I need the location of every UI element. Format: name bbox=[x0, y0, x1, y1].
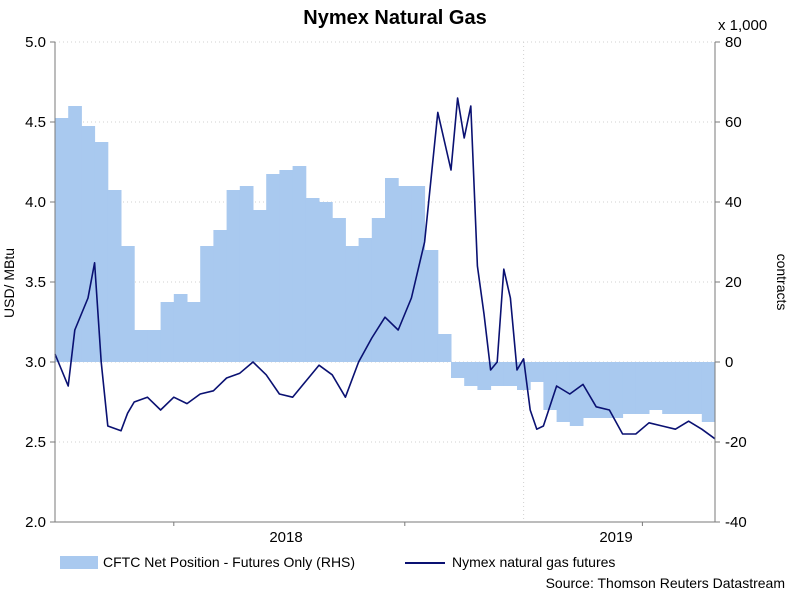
area-bar bbox=[371, 218, 386, 362]
area-bar bbox=[147, 330, 162, 362]
left-tick-label: 5.0 bbox=[25, 34, 46, 51]
grid-lines bbox=[55, 41, 715, 523]
area-bar bbox=[556, 362, 571, 422]
legend-line-label: Nymex natural gas futures bbox=[452, 554, 615, 570]
left-tick-label: 3.5 bbox=[25, 274, 46, 291]
area-bar bbox=[688, 362, 703, 414]
x-tick-label: 2018 bbox=[269, 529, 302, 546]
area-bar bbox=[266, 174, 280, 362]
area-bar bbox=[345, 246, 360, 362]
area-bar bbox=[81, 126, 96, 362]
left-tick-label: 3.0 bbox=[25, 354, 46, 371]
area-bar bbox=[609, 362, 624, 418]
area-bar bbox=[187, 302, 201, 362]
area-bar bbox=[424, 250, 439, 362]
area-bar bbox=[134, 330, 148, 362]
area-bar bbox=[411, 186, 426, 362]
area-bar bbox=[213, 230, 228, 362]
axes bbox=[50, 41, 720, 526]
area-bar bbox=[107, 190, 122, 362]
plot-area bbox=[50, 41, 720, 526]
area-bar bbox=[160, 302, 175, 362]
legend: CFTC Net Position - Futures Only (RHS) N… bbox=[60, 554, 615, 570]
x-axis-ticks: 2018 2019 bbox=[269, 529, 632, 546]
area-bar bbox=[358, 238, 373, 362]
x-tick-label: 2019 bbox=[599, 529, 632, 546]
area-bar bbox=[675, 362, 690, 414]
right-tick-label: 0 bbox=[725, 354, 733, 371]
legend-area-swatch bbox=[60, 556, 98, 569]
area-bar bbox=[292, 166, 307, 362]
area-bar bbox=[569, 362, 584, 426]
right-tick-label: 40 bbox=[725, 194, 742, 211]
legend-area-label: CFTC Net Position - Futures Only (RHS) bbox=[103, 554, 355, 570]
area-bar bbox=[530, 362, 544, 382]
y-axis-right-label: contracts bbox=[774, 254, 790, 311]
area-bar bbox=[279, 170, 294, 362]
area-bar bbox=[622, 362, 637, 414]
area-bar bbox=[596, 362, 610, 418]
area-bar bbox=[94, 142, 109, 362]
area-bar bbox=[583, 362, 597, 418]
area-bar bbox=[121, 246, 135, 362]
area-bar bbox=[451, 362, 465, 378]
right-tick-label: -20 bbox=[725, 434, 747, 451]
area-bar bbox=[543, 362, 558, 410]
left-axis-ticks: 5.0 4.5 4.0 3.5 3.0 2.5 2.0 bbox=[25, 34, 46, 531]
right-tick-label: 20 bbox=[725, 274, 742, 291]
area-bar bbox=[662, 362, 676, 414]
area-bar bbox=[319, 202, 333, 362]
left-tick-label: 2.5 bbox=[25, 434, 46, 451]
line-series-layer bbox=[54, 97, 716, 440]
right-tick-label: 60 bbox=[725, 114, 742, 131]
area-bar bbox=[649, 362, 663, 410]
left-tick-label: 4.0 bbox=[25, 194, 46, 211]
area-bar bbox=[477, 362, 492, 390]
chart-title: Nymex Natural Gas bbox=[303, 7, 486, 29]
area-bar bbox=[305, 198, 320, 362]
area-series-layer bbox=[55, 106, 716, 426]
left-tick-label: 4.5 bbox=[25, 114, 46, 131]
area-bar bbox=[173, 294, 188, 362]
right-tick-label: 80 bbox=[725, 34, 742, 51]
area-bar bbox=[398, 186, 412, 362]
area-bar bbox=[701, 362, 716, 422]
left-tick-label: 2.0 bbox=[25, 514, 46, 531]
y-axis-left-label: USD/ MBtu bbox=[1, 248, 17, 318]
right-axis-ticks: 80 60 40 20 0 -20 -40 bbox=[725, 34, 747, 531]
area-bar bbox=[437, 334, 452, 362]
area-bar bbox=[464, 362, 478, 386]
right-scale-note: x 1,000 bbox=[718, 17, 767, 34]
area-bar bbox=[635, 362, 650, 414]
area-bar bbox=[68, 106, 82, 362]
area-bar bbox=[503, 362, 518, 386]
area-bar bbox=[226, 190, 241, 362]
area-bar bbox=[385, 178, 399, 362]
area-bar bbox=[253, 210, 267, 362]
area-bar bbox=[200, 246, 214, 362]
area-bar bbox=[332, 218, 346, 362]
right-tick-label: -40 bbox=[725, 514, 747, 531]
source-note: Source: Thomson Reuters Datastream bbox=[546, 575, 785, 591]
area-bar bbox=[490, 362, 505, 386]
price-line bbox=[54, 97, 716, 440]
area-bar bbox=[239, 186, 254, 362]
area-bar bbox=[55, 118, 69, 362]
